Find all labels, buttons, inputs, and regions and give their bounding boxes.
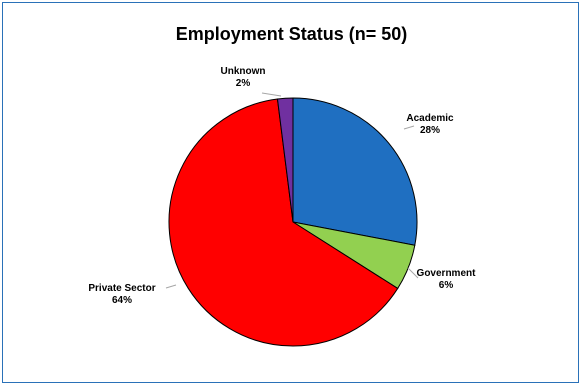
slice-label-name: Academic <box>406 113 454 124</box>
pie-slice-academic <box>292 97 418 246</box>
slice-label-name: Government <box>417 268 477 279</box>
slice-label-percent: 64% <box>112 295 132 306</box>
slice-label-unknown: Unknown 2% <box>221 66 266 89</box>
pie-slice-unknown <box>276 97 294 223</box>
slice-label-percent: 28% <box>420 125 440 136</box>
chart-title: Employment Status (n= 50) <box>175 24 408 44</box>
slice-label-percent: 6% <box>439 280 454 291</box>
leader-line-private-sector <box>165 284 177 289</box>
leader-line-academic <box>403 125 415 130</box>
slice-label-government: Government 6% <box>417 268 477 291</box>
slice-label-private-sector: Private Sector 64% <box>88 283 155 306</box>
pie-slice-private-sector <box>168 98 399 347</box>
leader-line-unknown <box>261 92 282 97</box>
slice-label-name: Unknown <box>221 66 266 77</box>
slice-label-name: Private Sector <box>88 283 155 294</box>
leader-line-government <box>407 267 419 279</box>
slice-label-academic: Academic 28% <box>406 113 454 136</box>
slice-label-percent: 2% <box>236 78 251 89</box>
